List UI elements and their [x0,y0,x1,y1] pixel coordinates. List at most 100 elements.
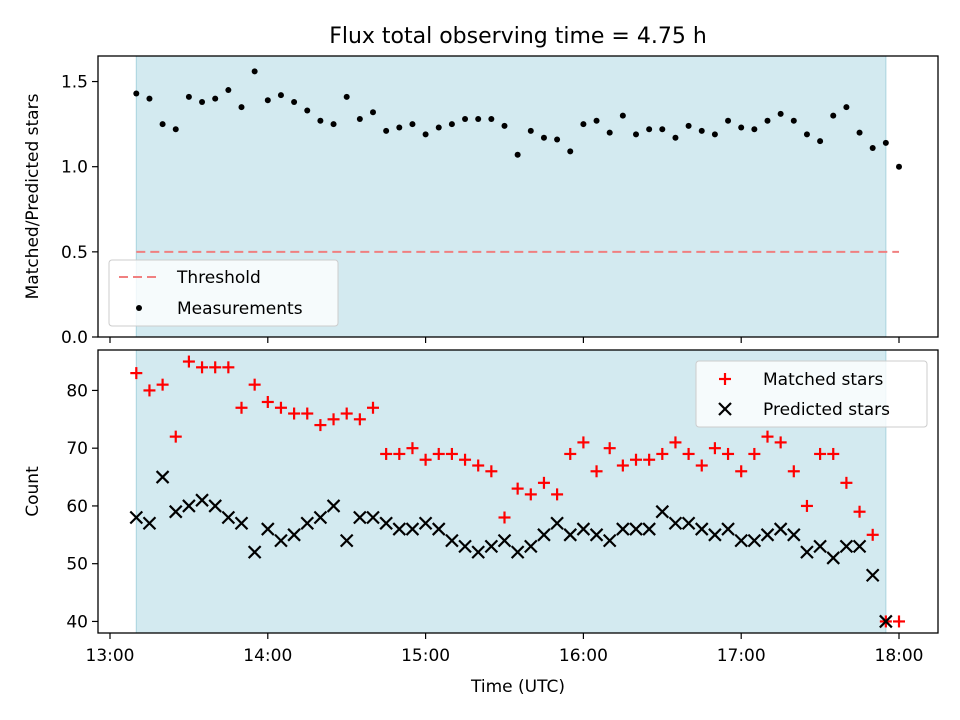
matched-star-point [656,447,669,460]
predicted-star-point [484,539,499,554]
measurement-point [304,107,311,114]
measurement-point [199,98,206,105]
matched-star-point [616,459,629,472]
matched-star-point [485,465,498,478]
predicted-star-point [787,528,801,542]
matched-star-point [248,378,261,391]
legend-measurement-swatch [136,305,142,311]
measurement-point [711,131,718,138]
predicted-star-point [458,539,472,554]
matched-star-point [274,401,287,414]
predicted-star-point [524,539,538,554]
measurement-point [343,93,350,100]
matched-star-point [472,459,485,472]
measurement-point [501,122,508,129]
matched-star-point [169,430,182,443]
predicted-star-point [681,516,696,531]
measurement-point [633,131,639,138]
measurement-point [185,93,192,100]
predicted-star-point [497,533,512,548]
measurement-point [356,116,363,123]
matched-star-point [196,361,209,374]
predicted-star-point [550,516,564,531]
predicted-star-point [405,522,420,536]
matched-star-point [327,413,340,426]
measurement-point [133,90,140,97]
measurement-point [291,98,298,105]
count-panel: 40 50 60 70 80 13:00 14:00 15:00 16:00 17:00 18:00… [23,349,939,697]
legend-measurement-label: Measurements [177,299,303,319]
predicted-star-point [339,533,354,548]
matched-star-point [209,361,222,374]
predicted-star-point [760,528,775,542]
predicted-star-point [510,545,525,559]
measurement-point [830,112,837,119]
measurement-point [672,134,679,141]
measurement-point [619,112,626,119]
measurement-point [843,104,850,111]
measurement-point [685,122,692,129]
matched-star-point [353,413,366,426]
predicted-star-point [629,522,643,536]
matched-star-point [748,447,761,460]
x-tick-label: 17:00 [717,646,766,666]
y-tick-label: 70 [66,439,88,459]
predicted-star-point [642,522,656,536]
y-tick-label: 1.5 [61,73,88,93]
predicted-star-point [313,510,328,525]
matched-star-point [708,442,721,455]
y-tick-label: 0.0 [61,328,88,348]
predicted-star-point [708,528,722,542]
predicted-star-point [129,510,144,525]
matched-star-point [524,488,537,501]
matched-star-point [537,476,550,489]
legend: Matched stars Predicted stars [695,360,928,428]
matched-star-point [459,453,472,466]
matched-star-point [827,447,840,460]
measurement-point [540,134,547,141]
matched-star-point [695,459,708,472]
predicted-star-point [247,545,262,559]
predicted-star-point [813,539,827,554]
measurement-point [317,117,324,124]
predicted-star-point [221,510,236,525]
y-axis-label: Count [23,466,43,517]
measurement-point [212,95,219,102]
predicted-star-point [287,528,301,542]
legend-matched-swatch [719,373,731,385]
matched-star-point [182,355,195,368]
matched-star-point [551,488,564,501]
y-axis-label: Matched/Predicted stars [23,93,43,299]
measurement-point [409,121,416,128]
y-tick-label: 1.0 [61,158,88,178]
matched-star-point [814,447,827,460]
matched-star-point [222,361,235,374]
predicted-star-point [668,516,683,531]
matched-star-point [445,447,458,460]
matched-star-point [367,401,379,414]
predicted-star-point [694,522,709,536]
matched-star-point [682,447,695,460]
predicted-star-point [379,516,393,531]
measurement-point [803,131,810,138]
measurement-point [777,110,784,117]
measurement-point [251,68,258,75]
measurement-point [277,92,284,99]
matched-star-point [840,476,853,489]
measurement-point [435,124,442,131]
ratio-panel: 0.0 0.5 1.0 1.5 Matched/Predicted stars Thres… [23,55,939,348]
predicted-star-point [392,522,407,536]
y-tick-label: 50 [66,555,88,575]
axes-frame [97,55,939,338]
measurement-point [698,127,705,134]
predicted-star-point [852,539,867,554]
matched-star-point [235,401,248,414]
matched-star-point [511,482,524,495]
matched-star-point [288,407,301,420]
measurement-point [238,104,245,111]
measurement-point [567,148,574,155]
legend-threshold-label: Threshold [176,268,261,288]
measurement-point [817,138,824,145]
matched-star-point [393,447,406,460]
